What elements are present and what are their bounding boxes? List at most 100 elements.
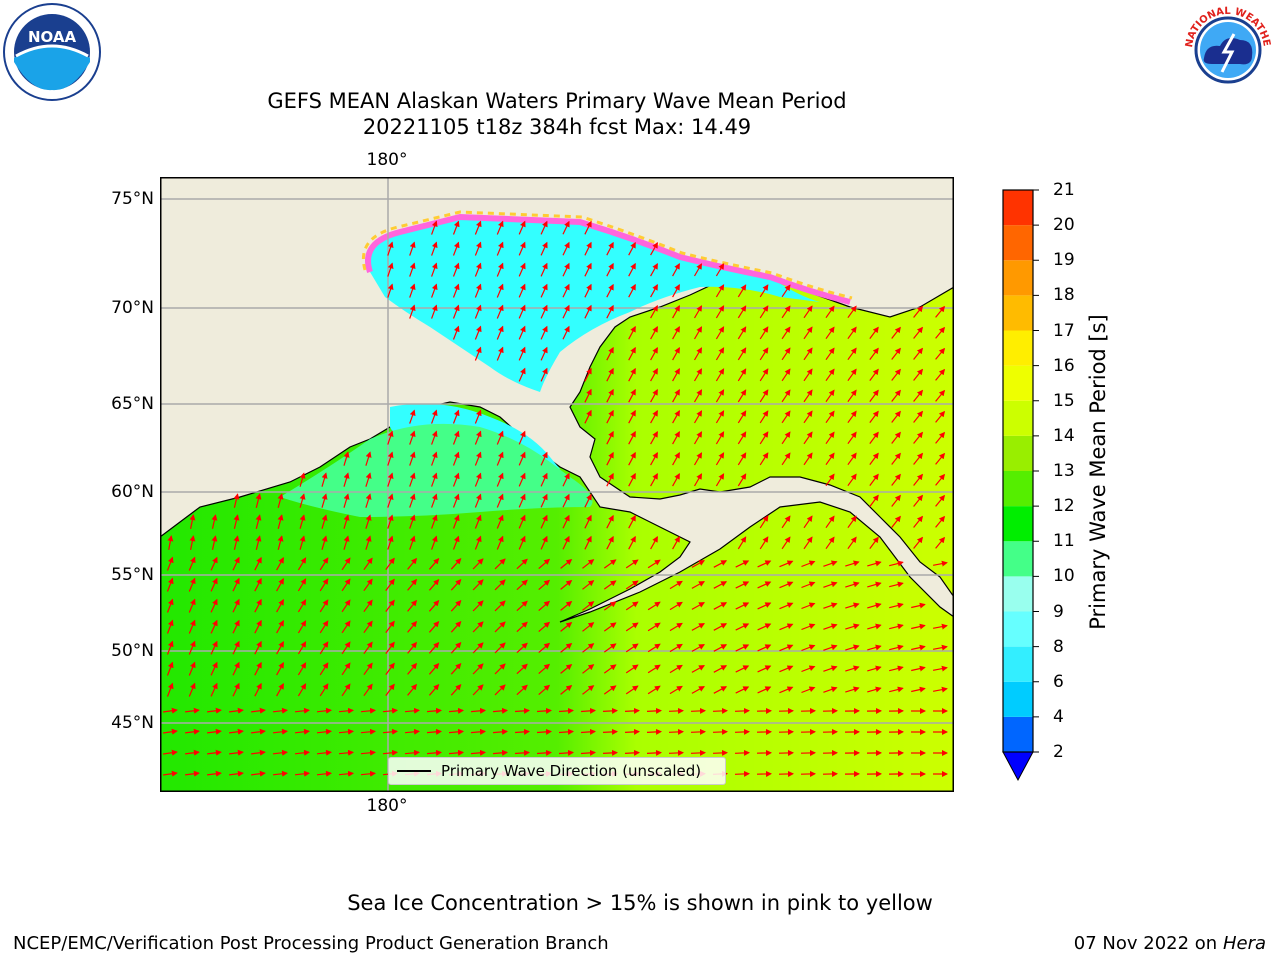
wave-arrow	[737, 452, 747, 466]
wave-arrow	[276, 662, 284, 676]
colorbar-box	[1003, 471, 1033, 507]
wave-arrow	[650, 473, 658, 487]
wave-arrow	[845, 686, 860, 693]
wave-arrow	[518, 283, 526, 298]
wave-arrow	[584, 262, 592, 277]
wave-arrow	[166, 598, 174, 613]
wave-arrow	[562, 493, 570, 508]
wave-arrow	[185, 770, 200, 777]
wave-arrow	[428, 620, 440, 633]
wave-arrow	[365, 472, 372, 487]
footer-organization: NCEP/EMC/Verification Post Processing Pr…	[13, 933, 609, 954]
wave-arrow	[540, 346, 548, 361]
wave-arrow	[847, 515, 857, 529]
wave-arrow	[781, 326, 791, 340]
wave-arrow	[715, 326, 725, 340]
wave-arrow	[693, 347, 703, 361]
lat-label-65: 65°N	[111, 394, 154, 414]
wave-arrow	[935, 326, 946, 339]
wave-arrow	[452, 304, 460, 319]
wave-arrow	[737, 284, 747, 298]
wave-arrow	[845, 581, 860, 588]
wave-arrow	[166, 577, 174, 592]
wave-arrow	[715, 305, 725, 319]
wave-arrow	[759, 305, 769, 319]
wave-arrow	[847, 410, 857, 424]
wave-arrow	[428, 599, 440, 612]
wave-arrow	[801, 644, 816, 652]
wave-arrow	[911, 602, 926, 609]
wave-arrow	[233, 493, 240, 508]
wave-arrow	[801, 581, 816, 589]
wave-arrow	[343, 514, 350, 529]
colorbar-box	[1003, 716, 1033, 752]
wave-arrow	[338, 728, 354, 735]
wave-arrow	[277, 493, 284, 508]
wave-arrow	[869, 494, 879, 507]
wave-arrow	[516, 684, 528, 696]
wave-arrow	[562, 262, 570, 277]
wave-arrow	[847, 368, 857, 382]
wave-arrow	[693, 326, 703, 340]
wave-arrow	[496, 493, 504, 508]
wave-arrow	[297, 662, 307, 676]
colorbar-box	[1003, 330, 1033, 366]
colorbar-tick-label: 19	[1053, 250, 1075, 271]
wave-arrow	[210, 598, 218, 613]
wave-arrow	[409, 472, 416, 487]
wave-arrow	[404, 749, 420, 756]
wave-arrow	[825, 347, 835, 361]
wave-arrow	[232, 619, 240, 634]
wave-arrow	[387, 430, 394, 445]
wave-arrow	[690, 707, 706, 714]
wave-arrow	[233, 535, 240, 550]
wave-arrow	[672, 368, 680, 382]
wave-arrow	[562, 514, 570, 529]
wave-arrow	[540, 514, 548, 529]
wave-arrow	[360, 770, 376, 777]
wave-arrow	[496, 514, 504, 529]
wave-arrow	[647, 559, 661, 569]
footer-date: 07 Nov 2022 on Hera	[1074, 933, 1266, 954]
wave-arrow	[606, 367, 614, 382]
wave-arrow	[584, 388, 592, 403]
wave-arrow	[672, 284, 680, 298]
wave-arrow	[759, 389, 769, 403]
wave-arrow	[693, 410, 703, 424]
wave-arrow	[759, 410, 769, 424]
wave-arrow	[365, 535, 372, 550]
wave-arrow	[779, 686, 794, 694]
wave-arrow	[474, 325, 482, 340]
wave-arrow	[847, 305, 857, 319]
wave-arrow	[185, 749, 200, 756]
wave-arrow	[360, 728, 376, 735]
wave-arrow	[452, 409, 460, 424]
wave-arrow	[536, 749, 552, 756]
wave-arrow	[409, 409, 416, 424]
colorbar-box	[1003, 646, 1033, 682]
wave-arrow	[650, 431, 658, 445]
wave-arrow	[584, 535, 592, 550]
wave-arrow	[737, 305, 747, 319]
wave-arrow	[628, 367, 636, 382]
colorbar-box	[1003, 295, 1033, 331]
wave-arrow	[847, 431, 857, 445]
wave-arrow	[518, 451, 526, 466]
wave-arrow	[757, 602, 772, 610]
wave-arrow	[734, 728, 750, 735]
wave-arrow	[779, 581, 794, 589]
wave-arrow	[803, 410, 813, 424]
wave-arrow	[363, 662, 373, 676]
wave-arrow	[582, 580, 595, 590]
wave-arrow	[538, 558, 551, 570]
lon-label-bottom: 180°	[366, 796, 408, 816]
wave-arrow	[232, 682, 240, 697]
wave-arrow	[338, 770, 354, 777]
wave-arrow	[276, 641, 284, 655]
wave-arrow	[474, 220, 482, 235]
wave-arrow	[560, 579, 573, 590]
wave-arrow	[891, 410, 901, 423]
wave-arrow	[428, 683, 440, 696]
wave-arrow	[428, 662, 440, 675]
wave-arrow	[207, 749, 222, 756]
